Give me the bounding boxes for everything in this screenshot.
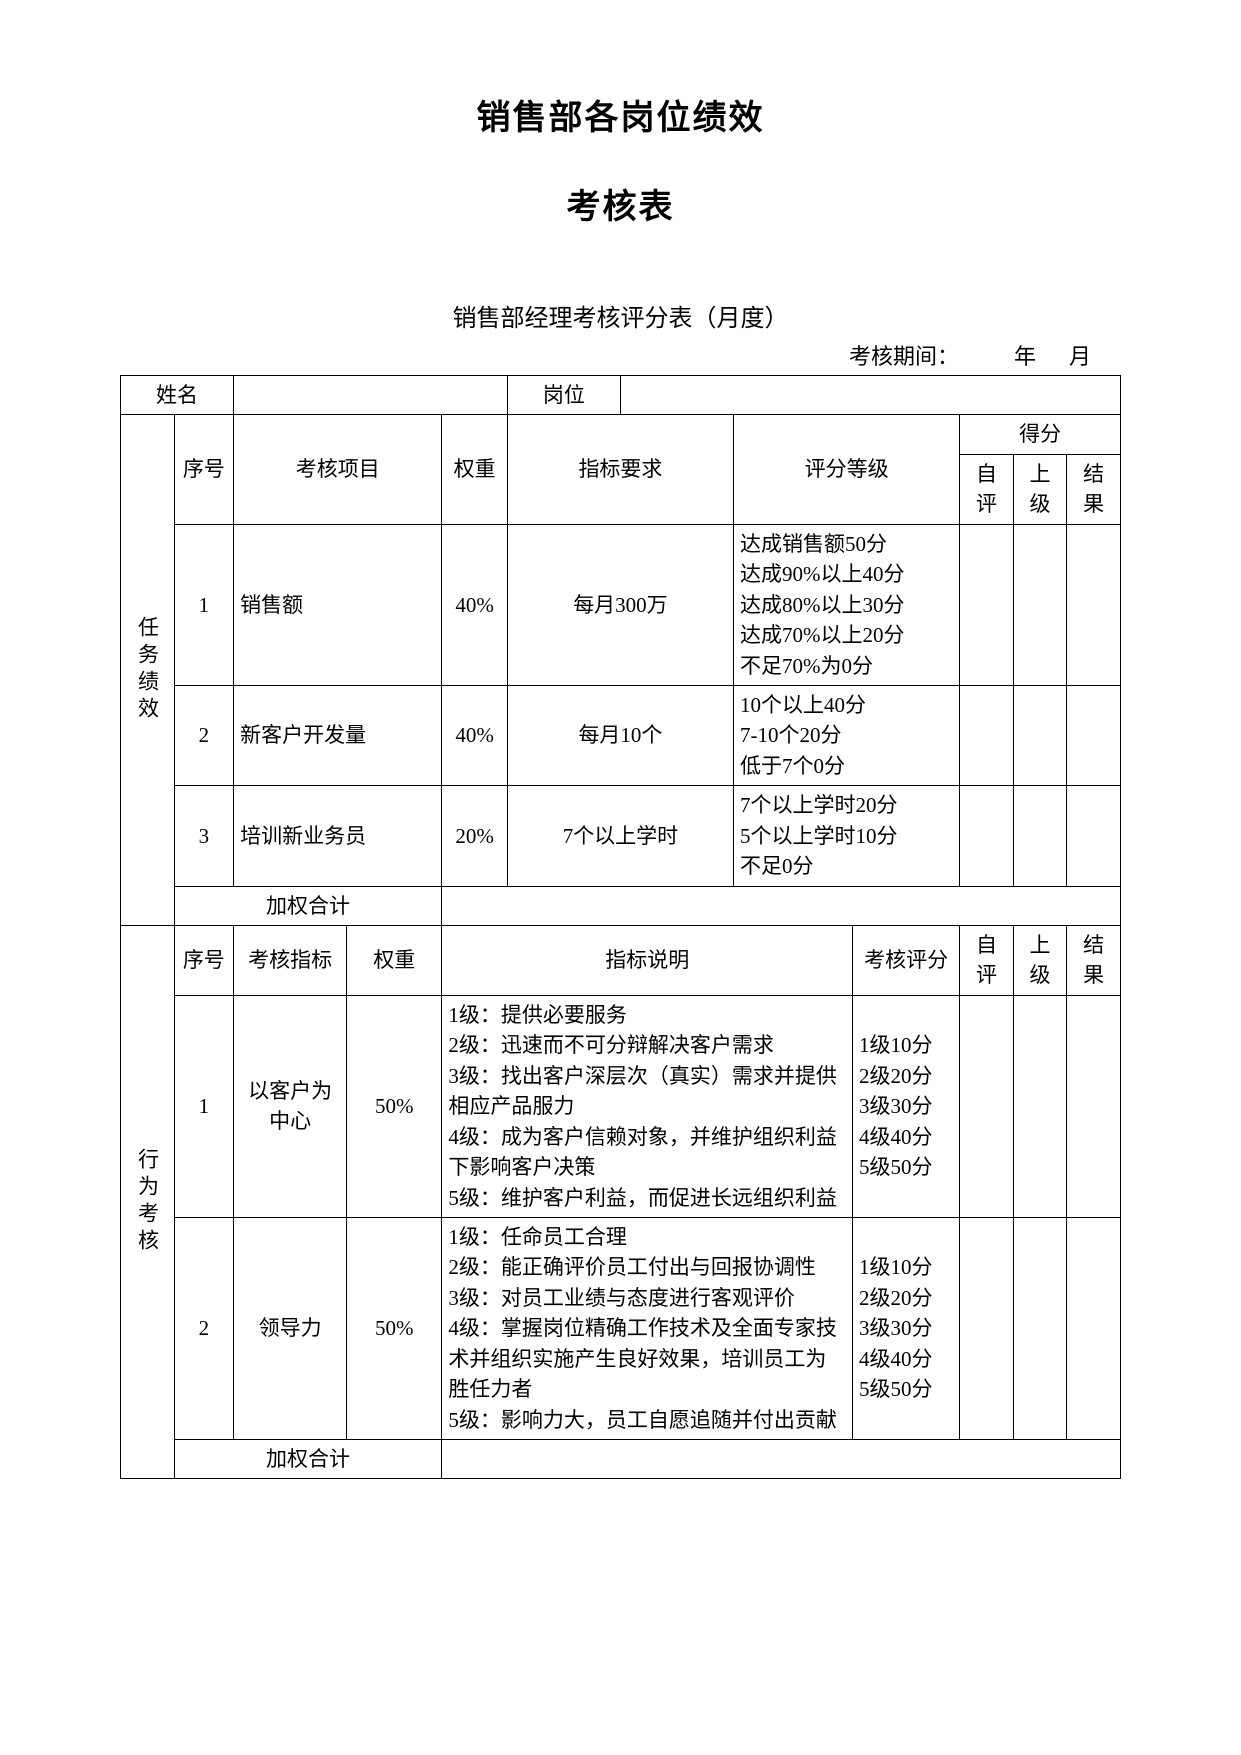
behavior-head-explain: 指标说明 — [442, 926, 853, 996]
task-side-label-text: 任务绩效 — [132, 616, 162, 724]
position-value[interactable] — [620, 376, 1120, 415]
table-row: 1 销售额 40% 每月300万 达成销售额50分达成90%以上40分达成80%… — [121, 524, 1121, 685]
behavior-subtotal-label: 加权合计 — [174, 1440, 442, 1479]
behavior-eval: 1级10分2级20分3级30分4级40分5级50分 — [853, 1217, 960, 1439]
doc-subtitle: 销售部经理考核评分表（月度） — [120, 298, 1121, 333]
task-head-score-group: 得分 — [960, 415, 1121, 454]
table-row: 加权合计 — [121, 886, 1121, 925]
table-row: 3 培训新业务员 20% 7个以上学时 7个以上学时20分5个以上学时10分不足… — [121, 786, 1121, 886]
task-seq: 3 — [174, 786, 234, 886]
task-head-weight: 权重 — [442, 415, 507, 524]
task-weight: 20% — [442, 786, 507, 886]
behavior-self[interactable] — [960, 1217, 1014, 1439]
behavior-weight: 50% — [347, 995, 442, 1217]
behavior-head-weight: 权重 — [347, 926, 442, 996]
behavior-result[interactable] — [1067, 1217, 1121, 1439]
period-label: 考核期间： — [849, 344, 959, 369]
task-self[interactable] — [960, 786, 1014, 886]
task-superior[interactable] — [1013, 685, 1067, 785]
task-weight: 40% — [442, 685, 507, 785]
task-item: 销售额 — [234, 524, 442, 685]
table-row: 加权合计 — [121, 1440, 1121, 1479]
table-row: 2 领导力 50% 1级：任命员工合理2级：能正确评价员工付出与回报协调性3级：… — [121, 1217, 1121, 1439]
task-subtotal-value[interactable] — [442, 886, 1121, 925]
document-page: 销售部各岗位绩效 考核表 销售部经理考核评分表（月度） 考核期间： 年 月 姓名… — [0, 0, 1241, 1755]
table-row: 行为考核 序号 考核指标 权重 指标说明 考核评分 自评 上级 结果 — [121, 926, 1121, 996]
task-result[interactable] — [1067, 786, 1121, 886]
behavior-superior[interactable] — [1013, 995, 1067, 1217]
behavior-superior[interactable] — [1013, 1217, 1067, 1439]
task-head-requirement: 指标要求 — [507, 415, 733, 524]
behavior-weight: 50% — [347, 1217, 442, 1439]
position-label: 岗位 — [507, 376, 620, 415]
task-requirement: 每月10个 — [507, 685, 733, 785]
table-row: 姓名 岗位 — [121, 376, 1121, 415]
behavior-head-self: 自评 — [960, 926, 1014, 996]
task-head-grade: 评分等级 — [734, 415, 960, 524]
task-requirement: 7个以上学时 — [507, 786, 733, 886]
behavior-item: 领导力 — [234, 1217, 347, 1439]
task-item: 新客户开发量 — [234, 685, 442, 785]
task-head-seq: 序号 — [174, 415, 234, 524]
behavior-eval: 1级10分2级20分3级30分4级40分5级50分 — [853, 995, 960, 1217]
table-row: 1 以客户为中心 50% 1级：提供必要服务2级：迅速而不可分辩解决客户需求3级… — [121, 995, 1121, 1217]
task-head-self: 自评 — [960, 454, 1014, 524]
task-grade: 10个以上40分7-10个20分低于7个0分 — [734, 685, 960, 785]
behavior-head-result: 结果 — [1067, 926, 1121, 996]
task-side-label: 任务绩效 — [121, 415, 175, 926]
behavior-item: 以客户为中心 — [234, 995, 347, 1217]
task-item: 培训新业务员 — [234, 786, 442, 886]
doc-title-line2: 考核表 — [120, 179, 1121, 228]
task-grade: 7个以上学时20分5个以上学时10分不足0分 — [734, 786, 960, 886]
behavior-head-superior: 上级 — [1013, 926, 1067, 996]
task-superior[interactable] — [1013, 524, 1067, 685]
task-result[interactable] — [1067, 524, 1121, 685]
task-requirement: 每月300万 — [507, 524, 733, 685]
period-line: 考核期间： 年 月 — [120, 339, 1121, 371]
behavior-result[interactable] — [1067, 995, 1121, 1217]
table-row: 任务绩效 序号 考核项目 权重 指标要求 评分等级 得分 — [121, 415, 1121, 454]
evaluation-table: 姓名 岗位 任务绩效 序号 考核项目 权重 指标要求 评分等级 得分 自评 上级… — [120, 375, 1121, 1479]
name-label: 姓名 — [121, 376, 234, 415]
task-result[interactable] — [1067, 685, 1121, 785]
behavior-seq: 2 — [174, 1217, 234, 1439]
doc-title-line1: 销售部各岗位绩效 — [120, 90, 1121, 139]
year-label: 年 — [1014, 344, 1036, 369]
task-subtotal-label: 加权合计 — [174, 886, 442, 925]
behavior-side-label: 行为考核 — [121, 926, 175, 1479]
behavior-head-eval: 考核评分 — [853, 926, 960, 996]
task-superior[interactable] — [1013, 786, 1067, 886]
task-self[interactable] — [960, 524, 1014, 685]
name-value[interactable] — [234, 376, 508, 415]
task-head-superior: 上级 — [1013, 454, 1067, 524]
behavior-side-label-text: 行为考核 — [132, 1148, 162, 1256]
behavior-seq: 1 — [174, 995, 234, 1217]
behavior-subtotal-value[interactable] — [442, 1440, 1121, 1479]
behavior-explain: 1级：提供必要服务2级：迅速而不可分辩解决客户需求3级：找出客户深层次（真实）需… — [442, 995, 853, 1217]
month-label: 月 — [1069, 344, 1091, 369]
task-self[interactable] — [960, 685, 1014, 785]
task-head-item: 考核项目 — [234, 415, 442, 524]
behavior-head-item: 考核指标 — [234, 926, 347, 996]
behavior-self[interactable] — [960, 995, 1014, 1217]
task-weight: 40% — [442, 524, 507, 685]
behavior-explain: 1级：任命员工合理2级：能正确评价员工付出与回报协调性3级：对员工业绩与态度进行… — [442, 1217, 853, 1439]
task-head-result: 结果 — [1067, 454, 1121, 524]
task-grade: 达成销售额50分达成90%以上40分达成80%以上30分达成70%以上20分不足… — [734, 524, 960, 685]
task-seq: 1 — [174, 524, 234, 685]
table-row: 2 新客户开发量 40% 每月10个 10个以上40分7-10个20分低于7个0… — [121, 685, 1121, 785]
task-seq: 2 — [174, 685, 234, 785]
behavior-head-seq: 序号 — [174, 926, 234, 996]
